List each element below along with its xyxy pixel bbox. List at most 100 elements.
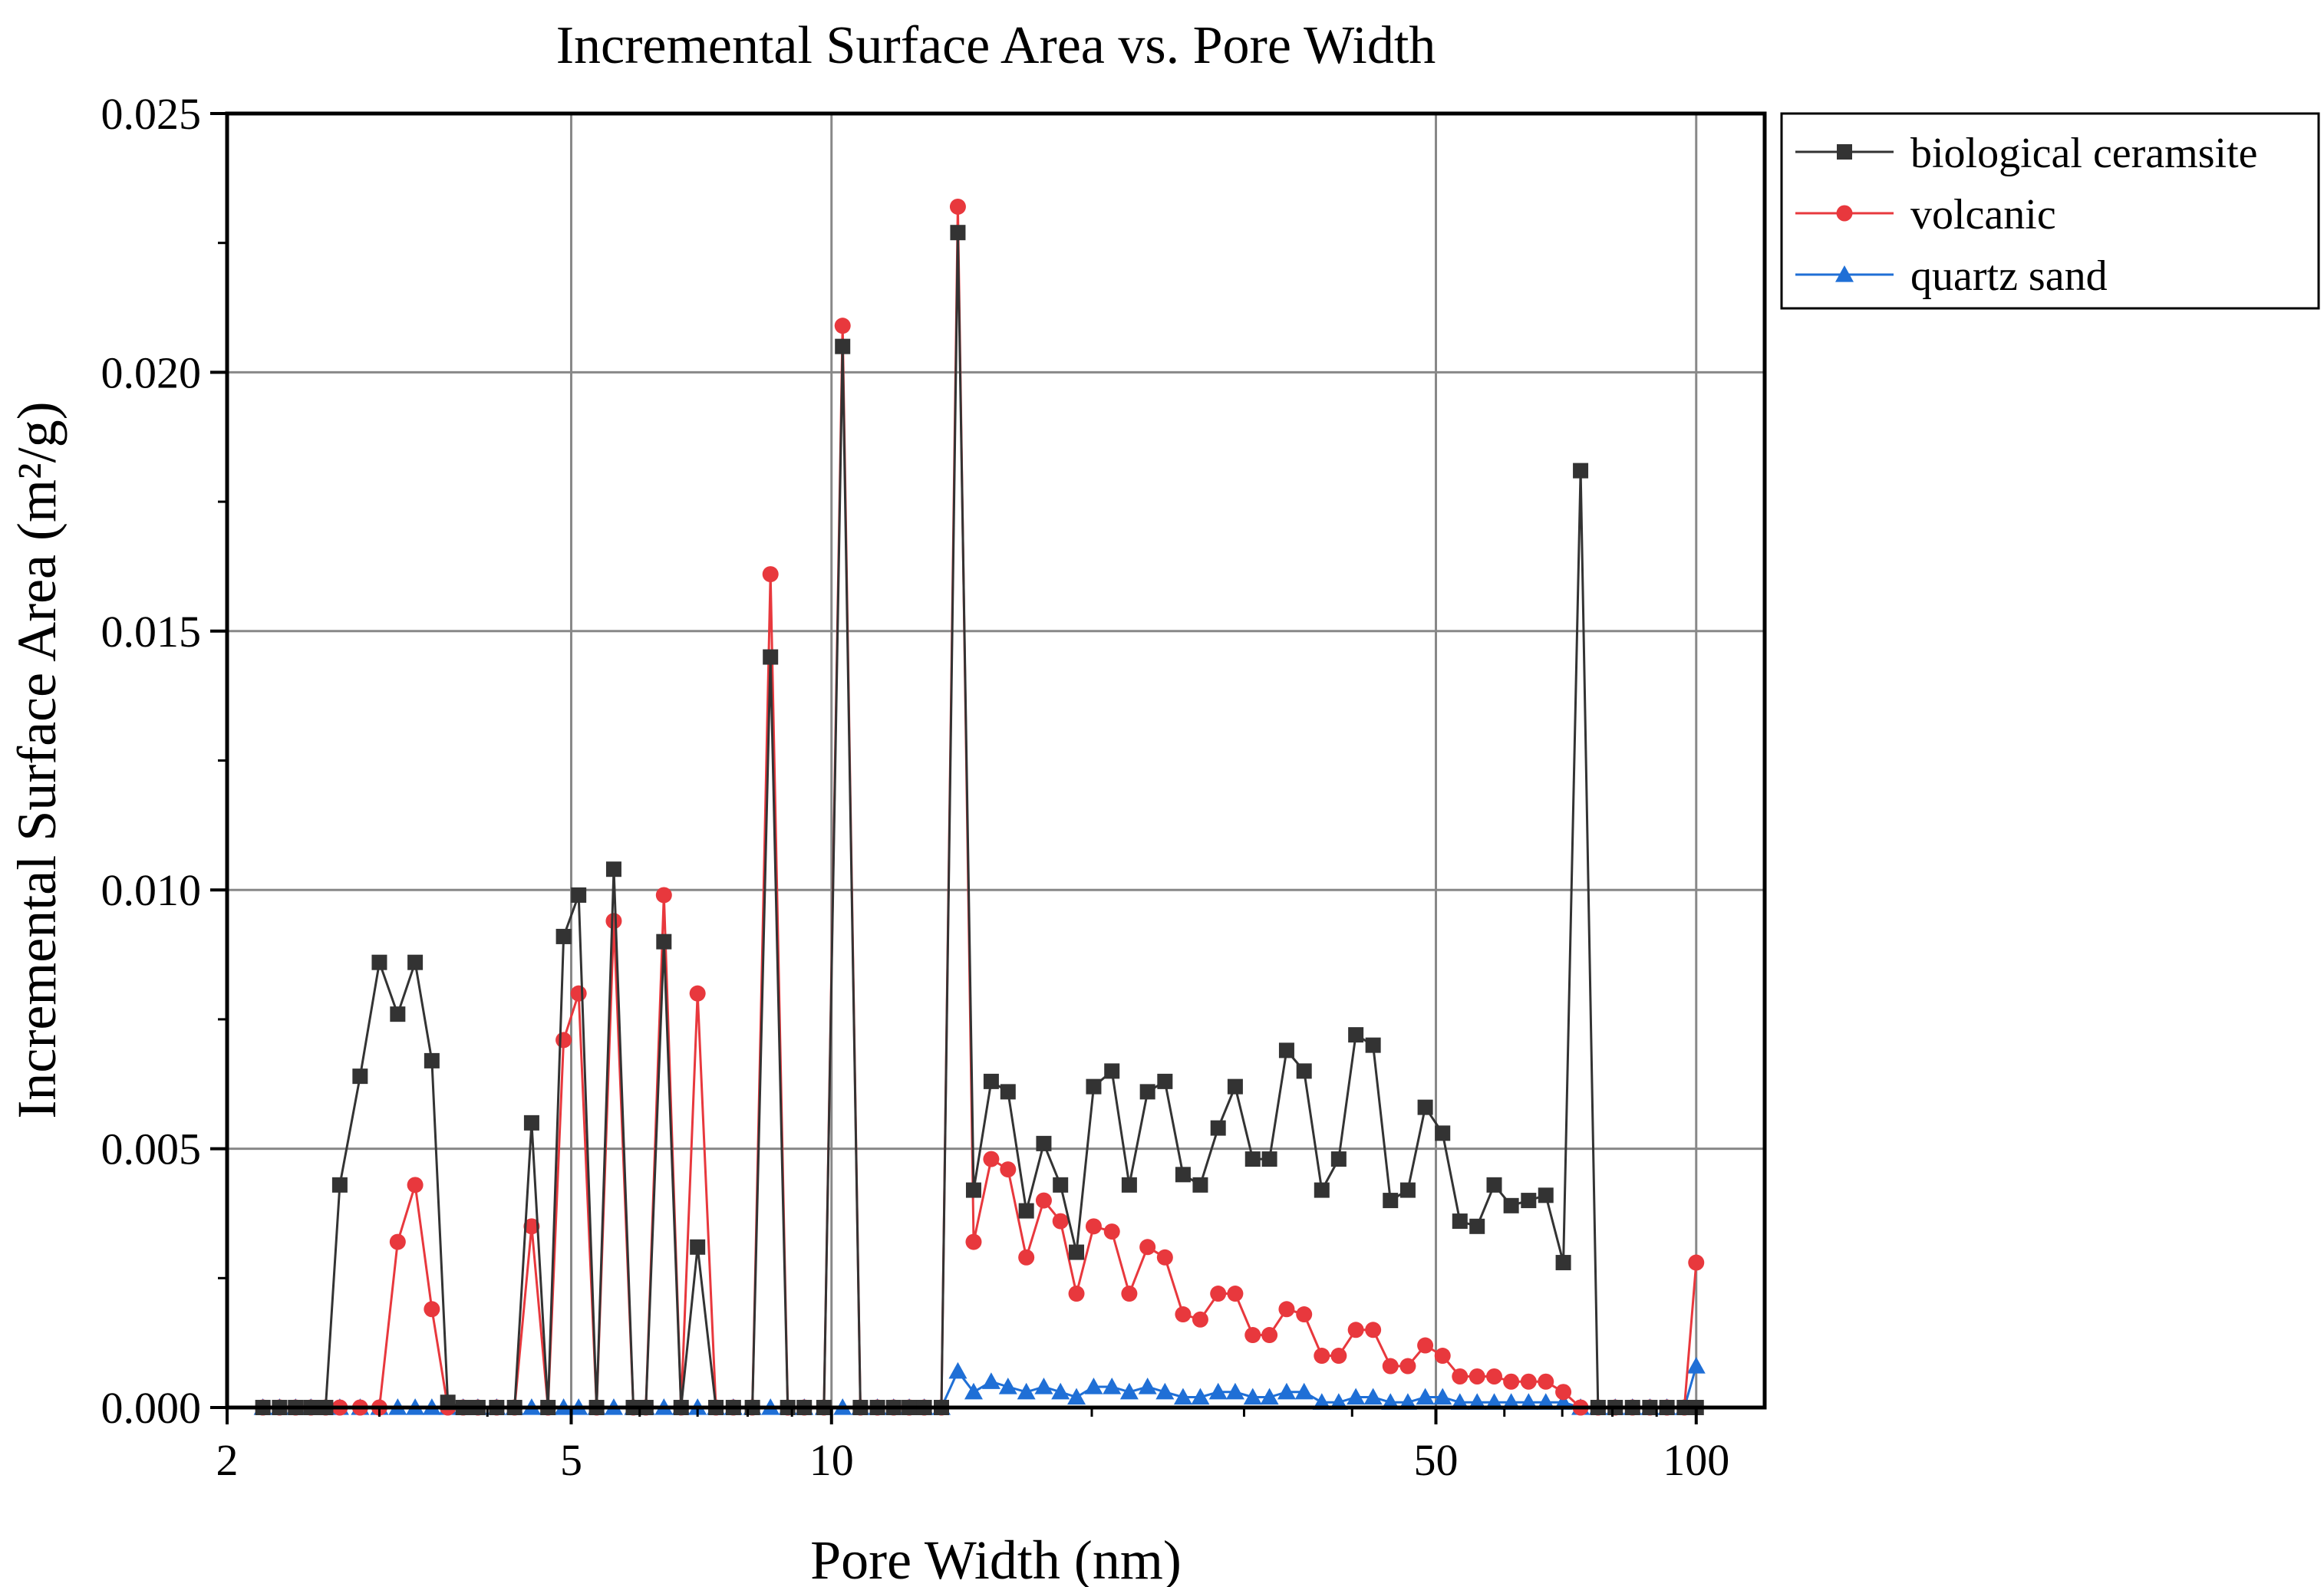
data-point-biological-ceramsite bbox=[1104, 1063, 1120, 1079]
data-point-biological-ceramsite bbox=[1000, 1084, 1016, 1100]
data-point-biological-ceramsite bbox=[1365, 1037, 1381, 1053]
data-point-volcanic bbox=[555, 1032, 572, 1049]
legend: biological ceramsite volcanic quartz sand bbox=[1780, 112, 2320, 310]
data-point-volcanic bbox=[983, 1151, 1000, 1167]
legend-entry-quartz-sand: quartz sand bbox=[1795, 252, 2108, 300]
data-point-biological-ceramsite bbox=[1210, 1120, 1226, 1136]
y-tick-label-0-015: 0.015 bbox=[101, 607, 202, 657]
data-point-biological-ceramsite bbox=[1521, 1193, 1537, 1209]
data-point-biological-ceramsite bbox=[1314, 1182, 1330, 1198]
data-point-volcanic bbox=[1175, 1306, 1192, 1323]
x-tick-label-50: 50 bbox=[1413, 1435, 1458, 1485]
data-point-biological-ceramsite bbox=[1036, 1135, 1052, 1151]
data-point-quartz-sand bbox=[1260, 1388, 1279, 1405]
data-point-biological-ceramsite bbox=[407, 954, 424, 970]
data-point-biological-ceramsite bbox=[1227, 1078, 1243, 1095]
data-point-biological-ceramsite bbox=[1278, 1042, 1294, 1059]
series-volcanic bbox=[255, 198, 1705, 1416]
data-point-quartz-sand bbox=[1485, 1393, 1504, 1410]
data-point-volcanic bbox=[1227, 1286, 1244, 1302]
legend-marker-biological-ceramsite bbox=[1837, 144, 1852, 160]
data-point-quartz-sand bbox=[1363, 1388, 1383, 1405]
data-point-volcanic bbox=[1278, 1301, 1295, 1318]
data-point-biological-ceramsite bbox=[605, 861, 621, 877]
data-point-quartz-sand bbox=[1329, 1393, 1348, 1410]
data-point-biological-ceramsite bbox=[835, 338, 851, 354]
data-point-biological-ceramsite bbox=[571, 887, 587, 903]
data-point-biological-ceramsite bbox=[1452, 1213, 1468, 1230]
plot-frame bbox=[225, 111, 1767, 1410]
legend-label-volcanic: volcanic bbox=[1910, 191, 2056, 239]
data-point-quartz-sand bbox=[1155, 1382, 1175, 1400]
data-point-quartz-sand bbox=[948, 1361, 968, 1379]
data-point-volcanic bbox=[1052, 1213, 1069, 1230]
data-point-volcanic bbox=[834, 318, 851, 334]
data-point-biological-ceramsite bbox=[1018, 1203, 1034, 1219]
data-point-quartz-sand bbox=[1051, 1382, 1070, 1400]
data-point-quartz-sand bbox=[1017, 1382, 1036, 1400]
data-point-biological-ceramsite bbox=[352, 1068, 368, 1085]
data-point-quartz-sand bbox=[1067, 1388, 1086, 1405]
data-point-quartz-sand bbox=[1173, 1388, 1192, 1405]
grid-lines bbox=[227, 114, 1765, 1408]
data-point-quartz-sand bbox=[1686, 1357, 1706, 1374]
data-point-volcanic bbox=[965, 1233, 982, 1250]
data-point-biological-ceramsite bbox=[983, 1073, 999, 1089]
data-point-quartz-sand bbox=[998, 1378, 1017, 1394]
data-point-volcanic bbox=[1452, 1368, 1469, 1385]
data-point-biological-ceramsite bbox=[1383, 1193, 1399, 1209]
data-point-biological-ceramsite bbox=[1086, 1078, 1102, 1095]
data-point-biological-ceramsite bbox=[1435, 1125, 1451, 1141]
data-point-volcanic bbox=[1000, 1161, 1017, 1178]
data-point-volcanic bbox=[1314, 1348, 1330, 1365]
data-point-biological-ceramsite bbox=[1244, 1151, 1261, 1167]
data-point-biological-ceramsite bbox=[390, 1006, 406, 1022]
data-point-biological-ceramsite bbox=[690, 1239, 706, 1255]
data-point-volcanic bbox=[523, 1218, 540, 1235]
data-point-biological-ceramsite bbox=[1261, 1151, 1277, 1167]
data-point-quartz-sand bbox=[1554, 1393, 1573, 1410]
data-point-quartz-sand bbox=[1433, 1388, 1452, 1405]
y-tick-label-0-000: 0.000 bbox=[101, 1383, 202, 1433]
data-point-volcanic bbox=[1261, 1327, 1278, 1344]
data-point-quartz-sand bbox=[1381, 1393, 1400, 1410]
x-tick-label-5: 5 bbox=[560, 1435, 582, 1485]
data-point-biological-ceramsite bbox=[1330, 1151, 1347, 1167]
data-point-volcanic bbox=[1103, 1223, 1120, 1240]
data-point-volcanic bbox=[605, 913, 622, 930]
data-point-quartz-sand bbox=[1138, 1378, 1157, 1394]
data-point-volcanic bbox=[389, 1233, 406, 1250]
series-layer bbox=[253, 198, 1706, 1416]
data-point-biological-ceramsite bbox=[1538, 1187, 1554, 1203]
x-tick-label-10: 10 bbox=[809, 1435, 854, 1485]
data-point-quartz-sand bbox=[1277, 1382, 1296, 1400]
data-point-quartz-sand bbox=[1519, 1393, 1538, 1410]
data-point-volcanic bbox=[1192, 1311, 1208, 1328]
data-point-volcanic bbox=[1417, 1337, 1434, 1354]
data-point-biological-ceramsite bbox=[1296, 1063, 1312, 1079]
data-point-biological-ceramsite bbox=[1486, 1177, 1502, 1193]
data-point-volcanic bbox=[1486, 1368, 1503, 1385]
data-point-biological-ceramsite bbox=[1069, 1244, 1085, 1260]
data-point-volcanic bbox=[1538, 1373, 1554, 1390]
data-point-biological-ceramsite bbox=[1399, 1182, 1416, 1198]
data-point-volcanic bbox=[1244, 1327, 1261, 1344]
data-point-quartz-sand bbox=[1191, 1388, 1210, 1405]
data-point-biological-ceramsite bbox=[1175, 1167, 1191, 1183]
data-point-volcanic bbox=[1085, 1218, 1102, 1235]
legend-entry-biological-ceramsite: biological ceramsite bbox=[1795, 130, 2257, 177]
x-tick-label-2: 2 bbox=[216, 1435, 239, 1485]
data-point-quartz-sand bbox=[1208, 1382, 1228, 1400]
data-point-volcanic bbox=[1035, 1192, 1052, 1209]
y-tick-label-0-025: 0.025 bbox=[101, 89, 202, 139]
data-point-volcanic bbox=[1018, 1249, 1035, 1266]
y-tick-label-0-010: 0.010 bbox=[101, 865, 202, 915]
data-point-quartz-sand bbox=[1103, 1378, 1122, 1394]
data-point-quartz-sand bbox=[1119, 1382, 1139, 1400]
data-point-volcanic bbox=[1365, 1322, 1382, 1338]
data-point-volcanic bbox=[1382, 1358, 1399, 1375]
data-point-quartz-sand bbox=[1536, 1393, 1555, 1410]
legend-label-quartz-sand: quartz sand bbox=[1910, 252, 2108, 300]
legend-entry-volcanic: volcanic bbox=[1795, 191, 2056, 239]
